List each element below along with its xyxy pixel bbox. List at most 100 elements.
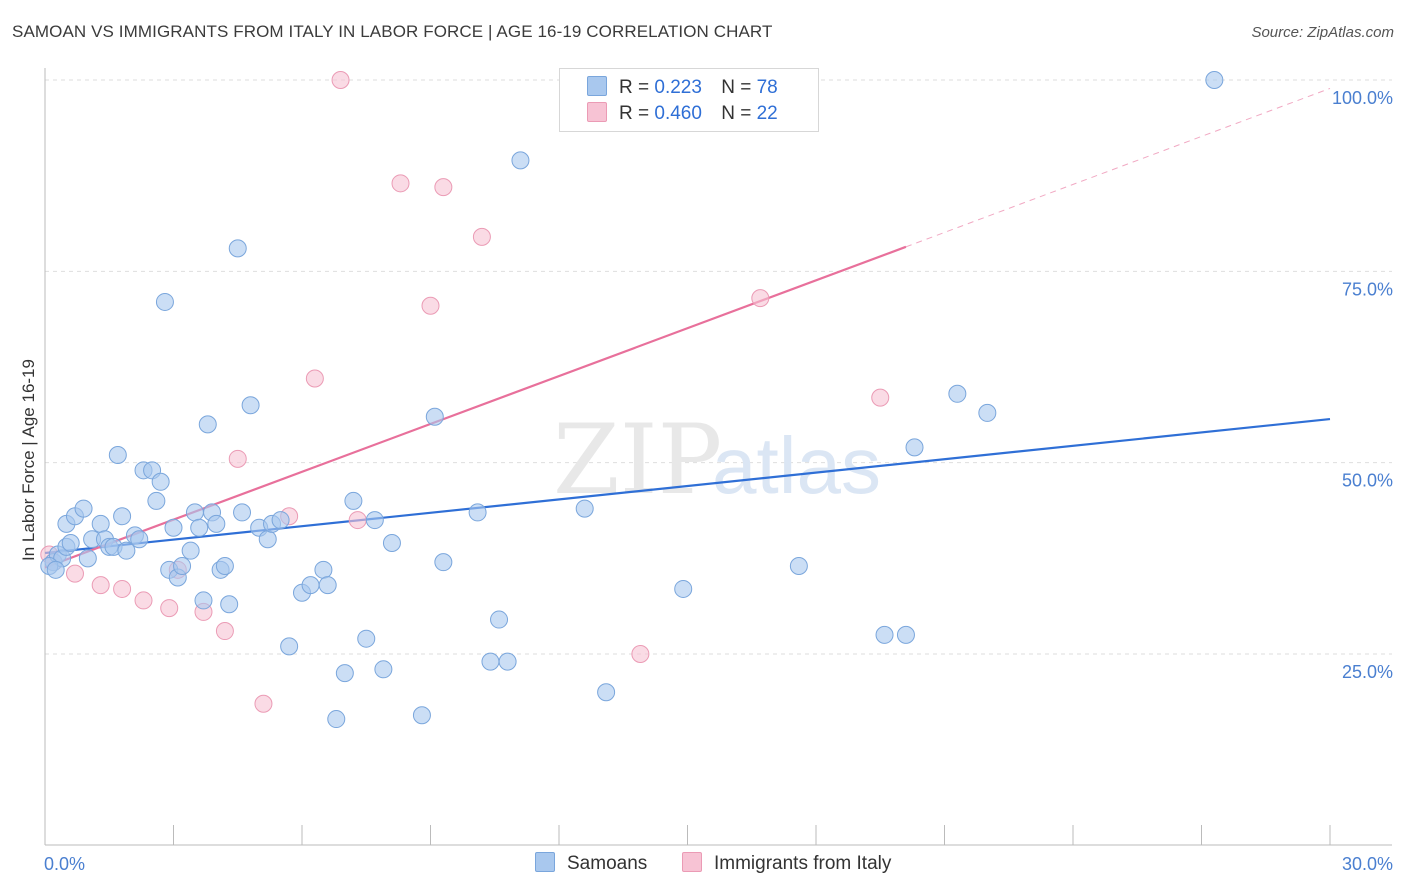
y-axis-label: In Labor Force | Age 16-19 (19, 359, 38, 561)
samoans-point (498, 652, 517, 671)
italy-point (305, 369, 324, 388)
chart-title: SAMOAN VS IMMIGRANTS FROM ITALY IN LABOR… (12, 22, 773, 41)
samoans-point (1205, 71, 1224, 89)
samoans-point (948, 384, 967, 403)
y-tick-label: 50.0% (1342, 471, 1393, 491)
samoans-point (357, 629, 376, 648)
samoans-point (575, 499, 594, 518)
watermark: ZIP atlas (553, 404, 881, 516)
samoans-point (61, 534, 80, 553)
samoans-point (301, 576, 320, 595)
samoans-point (258, 530, 277, 549)
samoans-point (271, 511, 290, 530)
samoans-point (905, 438, 924, 457)
samoans-point (327, 710, 346, 729)
y-tick-label: 25.0% (1342, 662, 1393, 682)
samoans-point (365, 511, 384, 530)
samoans-point (215, 556, 234, 575)
italy-point (331, 71, 350, 89)
samoans-point (117, 541, 136, 560)
italy-point (631, 645, 650, 663)
samoans-point (468, 503, 487, 522)
italy-point (160, 599, 179, 618)
italy-point (348, 511, 367, 530)
samoans-point (789, 556, 808, 575)
samoans-point (412, 706, 431, 725)
samoans-point (481, 652, 500, 671)
bottom-legend-italy: Immigrants from Italy (682, 852, 891, 875)
samoans-r-value: 0.223 (654, 77, 702, 98)
samoans-point (130, 530, 149, 549)
italy-point (871, 388, 890, 407)
samoans-point (181, 541, 200, 560)
correlation-legend: R = 0.223 N = 78 R = 0.460 N = 22 (559, 68, 819, 132)
samoans-swatch (587, 76, 607, 96)
italy-point (254, 694, 273, 713)
tick-labels: 25.0% 50.0% 75.0% 100.0% 0.0% 30.0% (44, 88, 1393, 874)
samoans-point (511, 151, 530, 170)
italy-r-value: 0.460 (654, 103, 702, 124)
italy-point (65, 564, 84, 583)
italy-swatch (587, 102, 607, 122)
italy-point (434, 178, 453, 197)
y-tick-label: 75.0% (1342, 279, 1393, 299)
bottom-legend-samoans: Samoans (535, 852, 647, 875)
samoans-point (490, 610, 509, 629)
samoans-point (151, 472, 170, 491)
samoans-point (314, 560, 333, 579)
bottom-samoans-label: Samoans (567, 853, 648, 874)
watermark-atlas: atlas (712, 421, 881, 510)
italy-r-label: R = (619, 103, 650, 124)
bottom-italy-swatch (682, 852, 702, 872)
samoans-point (113, 507, 132, 526)
samoans-point (896, 625, 915, 644)
samoans-point (46, 560, 65, 579)
legend-row-italy: R = 0.460 N = 22 (587, 102, 778, 126)
italy-point (91, 576, 110, 595)
italy-point (472, 227, 491, 246)
samoans-point (233, 503, 252, 522)
bottom-italy-label: Immigrants from Italy (714, 853, 892, 874)
samoans-point (74, 499, 93, 518)
samoans-point (374, 660, 393, 679)
italy-n-label: N = (721, 103, 752, 124)
samoans-point (108, 446, 127, 465)
samoans-point (220, 595, 239, 614)
samoans-r-label: R = (619, 77, 650, 98)
grid-lines (45, 79, 1392, 655)
samoans-point (155, 292, 174, 311)
data-points (40, 71, 1224, 729)
samoans-point (318, 576, 337, 595)
samoans-point (434, 553, 453, 572)
samoans-point (978, 403, 997, 422)
italy-point (421, 296, 440, 315)
samoans-point (425, 407, 444, 426)
samoans-point (674, 579, 693, 598)
samoans-point (228, 239, 247, 258)
italy-trend-extension (905, 87, 1331, 248)
italy-point (113, 579, 132, 598)
italy-n-value: 22 (756, 103, 778, 124)
italy-point (391, 174, 410, 193)
samoans-point (164, 518, 183, 537)
samoans-point (280, 637, 299, 656)
samoans-point (241, 396, 260, 415)
samoans-n-value: 78 (756, 77, 778, 98)
x-tick-label: 30.0% (1342, 854, 1393, 874)
source-credit: Source: ZipAtlas.com (1251, 24, 1394, 41)
x-tick-label: 0.0% (44, 854, 85, 874)
watermark-zip: ZIP (553, 404, 722, 516)
samoans-point (335, 664, 354, 683)
samoans-point (91, 514, 110, 533)
y-tick-label: 100.0% (1332, 88, 1393, 108)
samoans-point (194, 591, 213, 610)
samoans-point (185, 503, 204, 522)
italy-point (134, 591, 153, 610)
samoans-point (198, 415, 217, 434)
samoans-point (382, 534, 401, 553)
samoans-n-label: N = (721, 77, 752, 98)
samoans-point (78, 549, 97, 568)
bottom-samoans-swatch (535, 852, 555, 872)
samoans-point (597, 683, 616, 702)
samoans-point (173, 556, 192, 575)
